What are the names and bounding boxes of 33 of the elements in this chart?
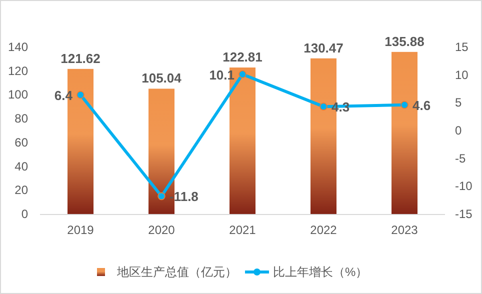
- point: [76, 90, 84, 99]
- point: [320, 102, 328, 110]
- x-tick-label: 2021: [229, 223, 256, 237]
- y2-tick-label: 5: [455, 96, 462, 110]
- point: [400, 100, 408, 109]
- y-tick-label: 140: [8, 40, 28, 54]
- y2-tick-label: -10: [455, 179, 473, 194]
- point: [158, 192, 166, 200]
- data-label: 121.62: [60, 50, 100, 66]
- x-tick-label: 2020: [148, 223, 176, 237]
- y-tick-label: 100: [8, 88, 28, 102]
- point: [238, 70, 246, 78]
- y-tick-label: 40: [14, 159, 28, 174]
- y2-tick-label: 0: [455, 124, 462, 138]
- x-tick-label: 2019: [67, 223, 94, 237]
- y2-tick-label: -5: [455, 151, 466, 166]
- y2-tick-label: 15: [455, 40, 469, 54]
- y-tick-label: 80: [14, 112, 28, 126]
- y-tick-label: 120: [8, 64, 28, 78]
- data-label: 122.81: [222, 50, 262, 65]
- data-label: 135.88: [384, 34, 424, 49]
- x-tick-label: 2022: [310, 223, 338, 237]
- x-tick-label: 2023: [391, 223, 418, 237]
- legend-label: 地区生产总值（亿元）: [116, 265, 237, 279]
- y-tick-label: 60: [14, 135, 28, 150]
- y-tick-label: 20: [14, 183, 28, 198]
- data-label: 4.3: [332, 100, 350, 115]
- legend-label: 比上年增长（%）: [273, 265, 368, 279]
- data-label: 130.47: [304, 40, 344, 56]
- y-tick-label: 0: [21, 207, 28, 221]
- y2-tick-label: -15: [455, 207, 473, 221]
- data-label: 105.04: [142, 70, 182, 86]
- y2-tick-label: 10: [455, 68, 469, 82]
